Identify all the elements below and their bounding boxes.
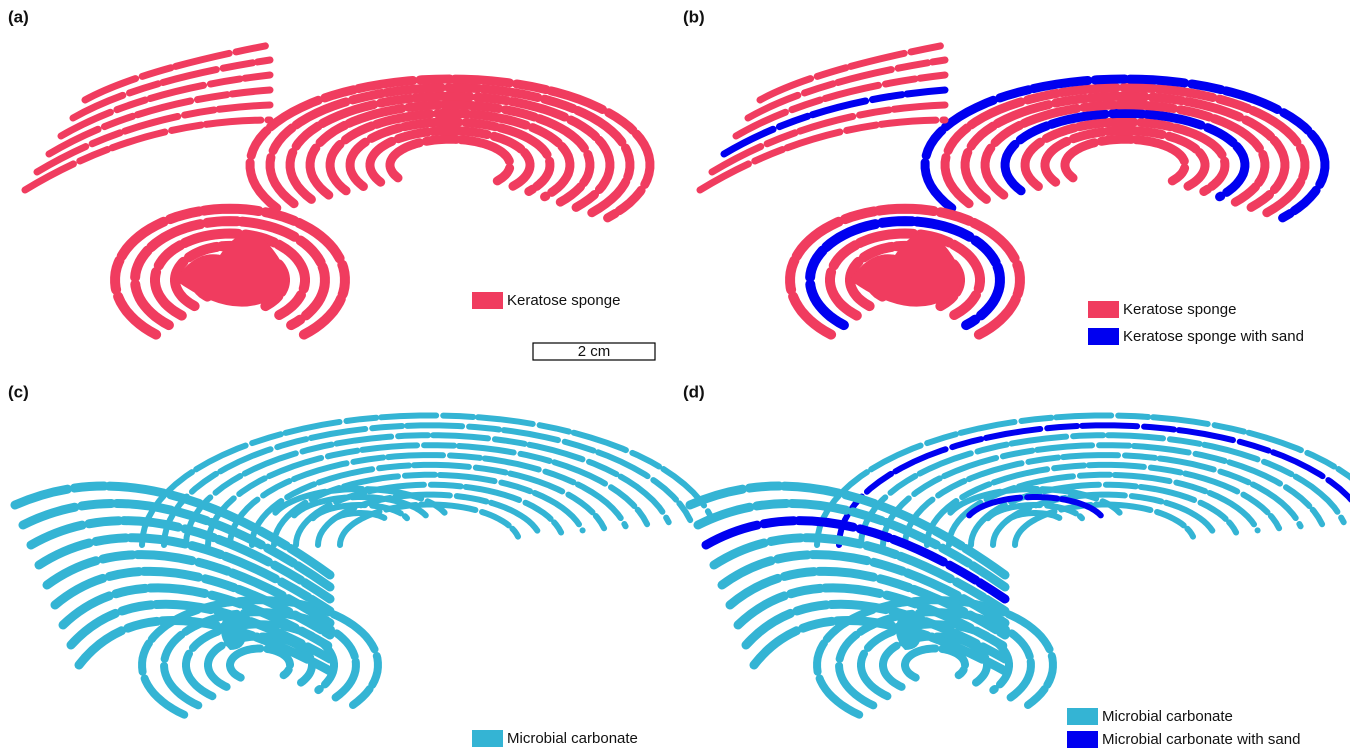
layer-stripe bbox=[230, 649, 290, 678]
panel-label: (c) bbox=[8, 382, 29, 401]
legend-swatch bbox=[1088, 328, 1119, 345]
scale-bar-label: 2 cm bbox=[578, 343, 611, 360]
panel-label: (a) bbox=[8, 7, 29, 26]
panel-label: (b) bbox=[683, 7, 705, 26]
legend-swatch bbox=[1067, 708, 1098, 725]
legend-label: Microbial carbonate with sand bbox=[1102, 731, 1300, 748]
legend-label: Microbial carbonate bbox=[1102, 708, 1233, 725]
panel: (b) bbox=[683, 7, 1325, 334]
panel-label: (d) bbox=[683, 382, 705, 401]
legend-label: Keratose sponge with sand bbox=[1123, 328, 1304, 345]
layer-stripe bbox=[1065, 139, 1185, 181]
panel: (a) bbox=[8, 7, 650, 334]
figure: 2 cm (a) Keratose sponge (b) Keratose spong… bbox=[0, 0, 1350, 749]
legend-label: Keratose sponge bbox=[1123, 301, 1236, 318]
legend-swatch bbox=[1088, 301, 1119, 318]
legend-swatch bbox=[472, 292, 503, 309]
legend-swatch bbox=[472, 730, 503, 747]
legend-swatch bbox=[1067, 731, 1098, 748]
layer-stripe bbox=[390, 139, 510, 181]
panel: (d) bbox=[683, 382, 1350, 714]
legend-label: Keratose sponge bbox=[507, 292, 620, 309]
legend-label: Microbial carbonate bbox=[507, 730, 638, 747]
layer-stripe bbox=[905, 649, 965, 678]
panel: (c) bbox=[8, 382, 712, 714]
